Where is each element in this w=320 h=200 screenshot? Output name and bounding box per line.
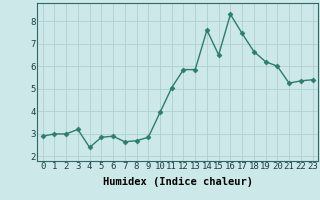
X-axis label: Humidex (Indice chaleur): Humidex (Indice chaleur) xyxy=(103,177,252,187)
